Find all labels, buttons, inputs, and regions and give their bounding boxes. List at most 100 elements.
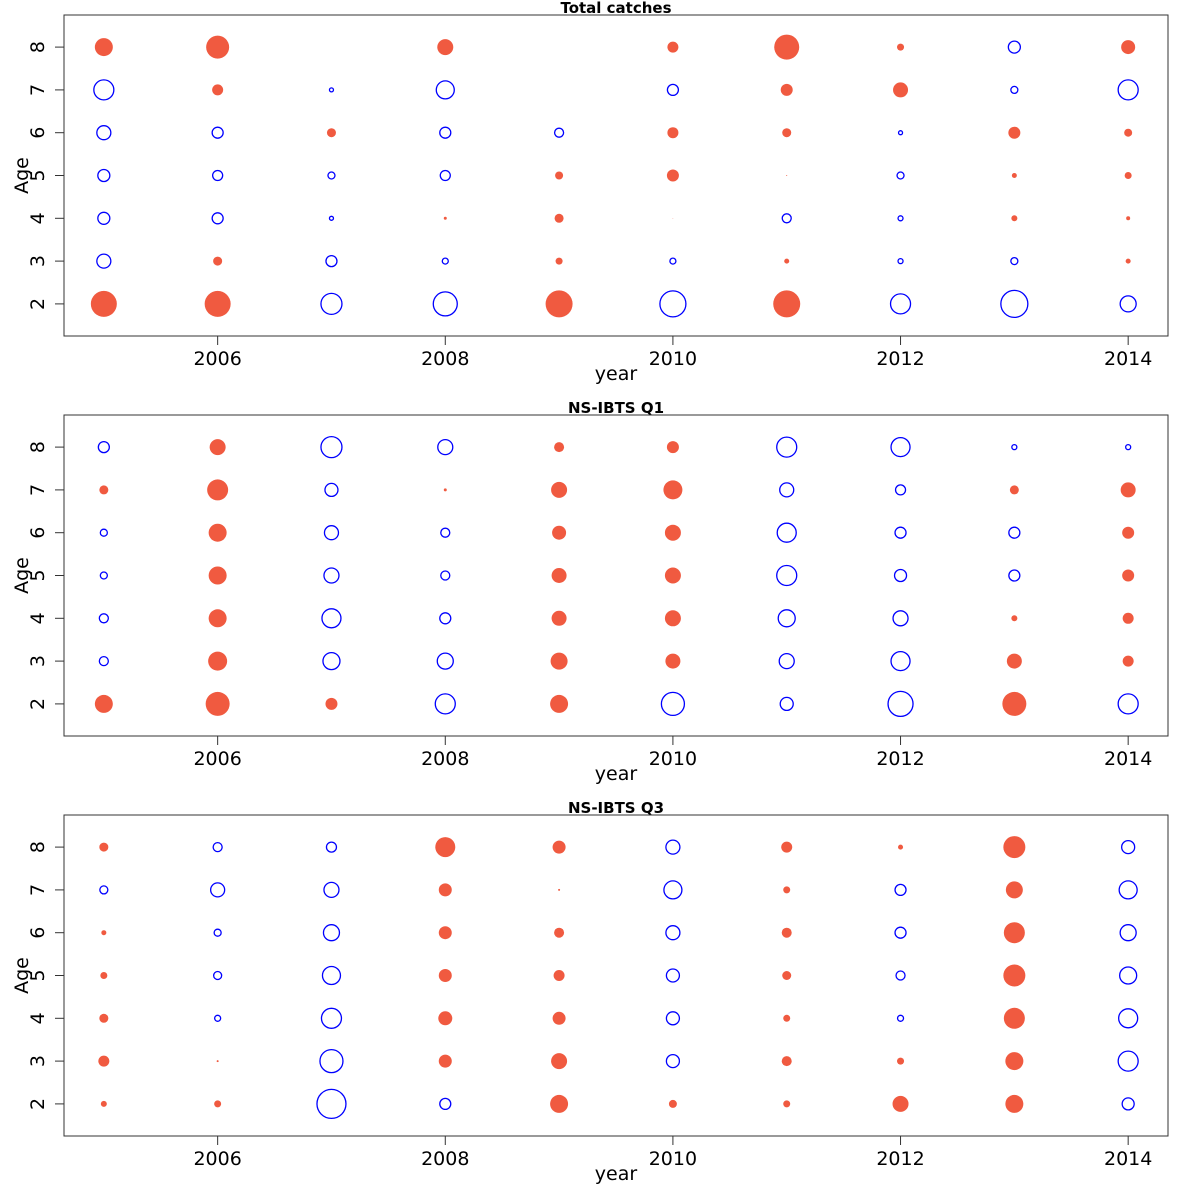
bubble-2007-age-7 — [323, 881, 340, 899]
y-tick-label: 5 — [27, 569, 49, 581]
bubble-2013-age-3 — [1006, 653, 1022, 669]
bubble-2009-age-6 — [554, 927, 565, 938]
bubble-2012-age-4 — [897, 215, 904, 222]
bubble-2008-age-8 — [435, 837, 456, 858]
x-tick-label: 2006 — [193, 1148, 241, 1170]
bubble-2005-age-8 — [97, 440, 110, 454]
x-tick-label: 2014 — [1104, 348, 1152, 370]
bubble-2010-age-3 — [665, 1053, 681, 1069]
bubble-2011-age-7 — [780, 83, 793, 96]
bubble-2005-age-3 — [98, 655, 109, 667]
y-tick-label: 3 — [27, 655, 49, 667]
bubble-2011-age-5 — [786, 175, 788, 176]
bubble-2014-age-2 — [1121, 1097, 1135, 1111]
y-tick-label: 6 — [27, 927, 49, 939]
bubble-2009-age-8 — [552, 840, 566, 854]
bubble-2014-age-2 — [1117, 693, 1139, 715]
bubble-2006-age-3 — [208, 651, 228, 671]
bubble-2007-age-3 — [325, 254, 338, 268]
bubble-2008-age-8 — [437, 438, 454, 456]
bubble-2013-age-7 — [1009, 485, 1019, 495]
y-tick-label: 7 — [27, 484, 49, 496]
bubble-2006-age-6 — [213, 928, 222, 937]
x-axis-label: year — [595, 1163, 638, 1185]
bubble-2010-age-4 — [664, 610, 681, 627]
bubble-2007-age-4 — [328, 215, 335, 221]
bubble-2011-age-6 — [782, 128, 792, 138]
bubble-2005-age-7 — [93, 79, 115, 101]
bubble-2010-age-7 — [663, 880, 683, 900]
bubble-2009-age-5 — [553, 970, 565, 981]
bubble-2012-age-8 — [890, 436, 911, 458]
x-tick-label: 2010 — [649, 1148, 697, 1170]
bubble-2008-age-2 — [439, 1097, 452, 1111]
bubble-2012-age-7 — [893, 82, 909, 98]
plot-frame — [63, 14, 1169, 337]
bubble-2012-age-6 — [894, 526, 907, 539]
y-tick-label: 3 — [27, 1055, 49, 1067]
y-tick-label: 5 — [27, 169, 49, 181]
bubble-2011-age-3 — [778, 652, 795, 670]
y-tick-label: 8 — [27, 441, 49, 453]
bubble-2006-age-2 — [214, 1100, 222, 1108]
bubble-2005-age-3 — [98, 1055, 110, 1067]
y-tick-label: 4 — [27, 1012, 49, 1024]
bubble-2009-age-6 — [552, 525, 567, 540]
bubble-2006-age-2 — [205, 691, 230, 716]
bubble-2012-age-6 — [894, 926, 907, 939]
y-tick-label: 4 — [27, 212, 49, 224]
bubble-2007-age-6 — [326, 128, 336, 138]
y-tick-label: 6 — [27, 127, 49, 139]
bubble-2014-age-6 — [1119, 924, 1137, 942]
bubble-2007-age-8 — [325, 841, 338, 853]
y-tick-label: 6 — [27, 527, 49, 539]
bubble-2010-age-3 — [665, 653, 681, 669]
bubble-2005-age-6 — [99, 528, 108, 537]
bubble-2014-age-8 — [1121, 839, 1136, 855]
bubble-2006-age-5 — [212, 970, 223, 981]
bubble-2005-age-8 — [99, 842, 109, 852]
chart-panel-3: NS-IBTS Q3 2006 2008 2010 2012 2014 2 3 4 5 6 7 8 yea… — [11, 799, 1169, 1185]
y-axis-label: Age — [11, 557, 33, 594]
x-axis-label: year — [595, 763, 638, 785]
bubble-2009-age-3 — [550, 652, 568, 670]
bubble-2013-age-2 — [1005, 1094, 1024, 1113]
bubble-2010-age-8 — [665, 839, 681, 855]
bubble-2011-age-2 — [783, 1100, 791, 1108]
x-tick-label: 2014 — [1104, 1148, 1152, 1170]
bubble-2005-age-3 — [96, 253, 112, 269]
bubble-2012-age-3 — [897, 257, 904, 265]
bubble-2010-age-4 — [665, 1011, 681, 1026]
bubble-2012-age-6 — [897, 130, 904, 136]
bubble-2014-age-7 — [1120, 482, 1136, 498]
y-tick-label: 3 — [27, 255, 49, 267]
bubble-2010-age-7 — [663, 480, 683, 500]
bubble-2014-age-3 — [1122, 655, 1134, 667]
bubble-2006-age-5 — [208, 566, 227, 585]
bubble-2014-age-7 — [1117, 79, 1139, 101]
x-tick-label: 2010 — [649, 748, 697, 770]
bubble-2014-age-4 — [1118, 1008, 1139, 1029]
bubble-2013-age-8 — [1007, 40, 1022, 54]
bubble-2014-age-5 — [1124, 172, 1132, 179]
bubble-2009-age-4 — [551, 610, 567, 626]
bubble-2014-age-6 — [1124, 128, 1133, 137]
bubble-2011-age-7 — [779, 482, 795, 498]
bubble-2013-age-3 — [1005, 1052, 1024, 1071]
y-tick-label: 8 — [27, 41, 49, 53]
bubble-2011-age-2 — [773, 290, 801, 318]
bubble-2008-age-7 — [443, 488, 447, 492]
bubble-2011-age-6 — [781, 927, 792, 938]
y-tick-label: 7 — [27, 884, 49, 896]
bubble-2013-age-4 — [1003, 1007, 1025, 1029]
x-tick-label: 2012 — [876, 748, 924, 770]
bubble-2009-age-5 — [551, 568, 567, 583]
bubble-2011-age-8 — [774, 34, 800, 60]
bubble-2007-age-4 — [321, 608, 342, 629]
y-tick-label: 7 — [27, 84, 49, 96]
bubble-2014-age-6 — [1122, 526, 1135, 539]
bubble-2008-age-4 — [439, 612, 452, 625]
bubble-2013-age-5 — [1008, 569, 1021, 582]
bubble-2013-age-6 — [1008, 126, 1021, 139]
bubble-2014-age-3 — [1117, 1050, 1139, 1072]
